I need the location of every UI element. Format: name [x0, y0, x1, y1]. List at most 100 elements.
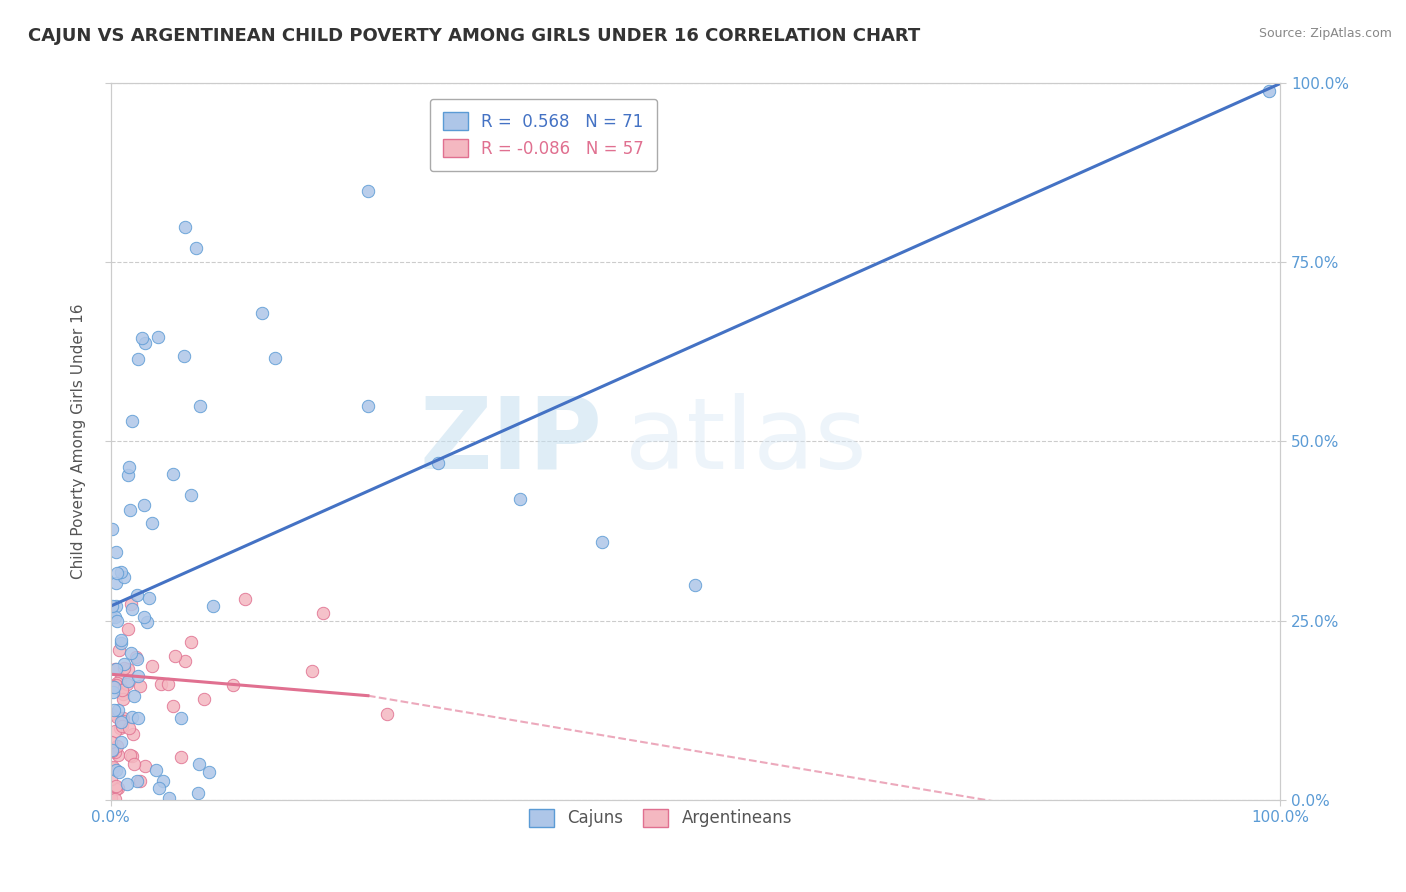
Point [108, 764, 131, 779]
Point [107, 703, 129, 717]
Point [509, 491, 531, 506]
Point [187, 757, 209, 772]
Point [101, 685, 124, 699]
Point [111, 692, 134, 706]
Point [127, 711, 149, 725]
Point [118, 503, 141, 517]
Point [157, 791, 180, 805]
Point [101, 599, 124, 614]
Point [104, 791, 127, 805]
Text: Source: ZipAtlas.com: Source: ZipAtlas.com [1258, 27, 1392, 40]
Point [233, 592, 256, 607]
Point [100, 707, 122, 722]
Point [134, 335, 156, 350]
Point [101, 742, 124, 756]
Point [112, 661, 135, 675]
Point [180, 488, 202, 502]
Point [170, 749, 193, 764]
Point [127, 351, 149, 366]
Point [146, 330, 169, 344]
Point [120, 747, 142, 762]
Point [105, 676, 128, 690]
Point [685, 577, 707, 591]
Point [104, 678, 127, 692]
Point [112, 657, 135, 671]
Point [141, 516, 163, 530]
Point [427, 456, 450, 470]
Point [135, 615, 157, 630]
Point [100, 609, 122, 624]
Point [121, 602, 143, 616]
Point [127, 669, 149, 683]
Point [104, 609, 127, 624]
Point [105, 781, 128, 796]
Point [101, 679, 124, 693]
Point [117, 721, 139, 735]
Point [138, 591, 160, 606]
Point [375, 706, 398, 721]
Point [148, 781, 170, 796]
Point [101, 743, 124, 757]
Point [105, 739, 128, 754]
Point [145, 763, 167, 777]
Point [131, 331, 153, 345]
Point [180, 635, 202, 649]
Point [184, 241, 207, 255]
Point [100, 772, 122, 786]
Legend: Cajuns, Argentineans: Cajuns, Argentineans [522, 802, 799, 834]
Point [170, 710, 193, 724]
Point [115, 676, 138, 690]
Point [105, 566, 128, 580]
Point [107, 780, 129, 795]
Y-axis label: Child Poverty Among Girls Under 16: Child Poverty Among Girls Under 16 [72, 304, 86, 579]
Point [122, 727, 145, 741]
Point [104, 545, 127, 559]
Point [111, 719, 134, 733]
Point [1257, 84, 1279, 98]
Point [152, 774, 174, 789]
Point [174, 219, 197, 234]
Point [103, 760, 125, 774]
Point [103, 703, 125, 717]
Point [141, 659, 163, 673]
Point [105, 764, 128, 778]
Point [162, 698, 184, 713]
Point [127, 588, 149, 602]
Point [121, 709, 143, 723]
Point [128, 773, 150, 788]
Point [124, 756, 146, 771]
Point [104, 745, 127, 759]
Point [127, 773, 149, 788]
Text: CAJUN VS ARGENTINEAN CHILD POVERTY AMONG GIRLS UNDER 16 CORRELATION CHART: CAJUN VS ARGENTINEAN CHILD POVERTY AMONG… [28, 27, 921, 45]
Point [104, 599, 127, 613]
Point [112, 570, 135, 584]
Point [100, 522, 122, 536]
Point [101, 761, 124, 775]
Point [157, 677, 180, 691]
Point [163, 649, 186, 664]
Point [110, 636, 132, 650]
Point [120, 598, 142, 612]
Point [357, 399, 380, 413]
Point [118, 459, 141, 474]
Point [188, 399, 211, 413]
Point [117, 674, 139, 689]
Point [105, 780, 128, 794]
Point [117, 467, 139, 482]
Point [174, 654, 197, 668]
Point [104, 662, 127, 676]
Point [132, 498, 155, 512]
Point [186, 786, 208, 800]
Point [591, 534, 613, 549]
Point [134, 759, 156, 773]
Point [134, 610, 156, 624]
Point [104, 724, 127, 739]
Point [105, 576, 128, 591]
Point [110, 714, 132, 729]
Point [110, 632, 132, 647]
Point [121, 748, 143, 763]
Point [100, 791, 122, 805]
Point [121, 414, 143, 428]
Point [312, 607, 335, 621]
Point [301, 664, 323, 678]
